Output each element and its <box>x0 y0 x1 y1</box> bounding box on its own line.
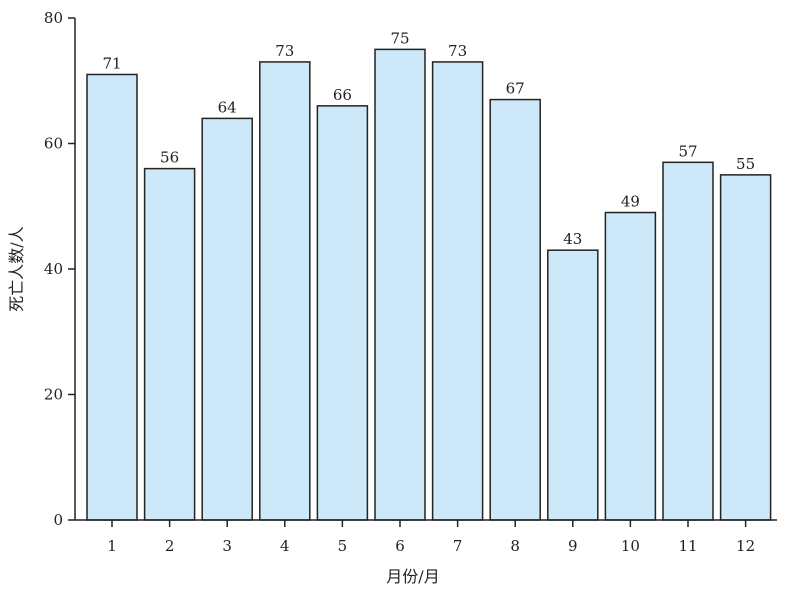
data-label-month-4: 73 <box>275 42 294 60</box>
bar-month-8 <box>489 98 541 521</box>
data-label-month-10: 49 <box>621 193 640 211</box>
x-tick-label: 9 <box>568 537 578 555</box>
x-tick-label: 4 <box>280 537 290 555</box>
data-label-month-2: 56 <box>160 149 179 167</box>
x-axis-title: 月份/月 <box>386 567 439 586</box>
x-tick-label: 10 <box>621 537 640 555</box>
y-tick-label: 0 <box>53 511 63 529</box>
x-tick-label: 3 <box>222 537 232 555</box>
bar-month-5 <box>316 105 369 521</box>
x-tick-label: 11 <box>678 537 697 555</box>
y-tick-label: 40 <box>44 260 63 278</box>
y-tick-label: 80 <box>44 9 63 27</box>
x-tick-label: 7 <box>453 537 463 555</box>
data-labels-group: 71 56 64 73 66 75 73 67 43 49 57 55 <box>102 29 755 248</box>
x-tick-label: 8 <box>510 537 520 555</box>
data-label-month-5: 66 <box>333 86 352 104</box>
data-label-month-7: 73 <box>448 42 467 60</box>
data-label-month-9: 43 <box>563 230 582 248</box>
data-label-month-8: 67 <box>506 80 525 98</box>
bar-month-7 <box>431 61 484 521</box>
bar-month-4 <box>259 61 311 521</box>
bar-month-11 <box>662 161 714 521</box>
x-axis: 1 2 3 4 5 6 7 8 9 10 11 12 <box>75 519 777 555</box>
x-tick-label: 2 <box>165 537 175 555</box>
bar-month-6 <box>374 48 426 521</box>
bar-month-9 <box>547 249 599 521</box>
x-tick-label: 12 <box>736 537 755 555</box>
data-label-month-6: 75 <box>390 29 409 47</box>
bar-month-1 <box>86 73 138 521</box>
x-tick-label: 6 <box>395 537 405 555</box>
bars-group <box>86 48 772 521</box>
x-tick-label: 5 <box>338 537 348 555</box>
data-label-month-1: 71 <box>102 54 121 72</box>
data-label-month-3: 64 <box>218 98 237 116</box>
y-axis: 0 20 40 60 80 <box>44 9 76 529</box>
bar-month-2 <box>143 167 196 521</box>
y-tick-label: 20 <box>44 386 63 404</box>
y-axis-title: 死亡人数/人 <box>7 226 26 311</box>
bar-month-10 <box>604 211 657 521</box>
bar-month-12 <box>719 174 772 521</box>
y-tick-label: 60 <box>44 135 63 153</box>
x-tick-label: 1 <box>107 537 117 555</box>
bar-month-3 <box>201 117 253 521</box>
data-label-month-11: 57 <box>678 142 697 160</box>
data-label-month-12: 55 <box>736 155 755 173</box>
